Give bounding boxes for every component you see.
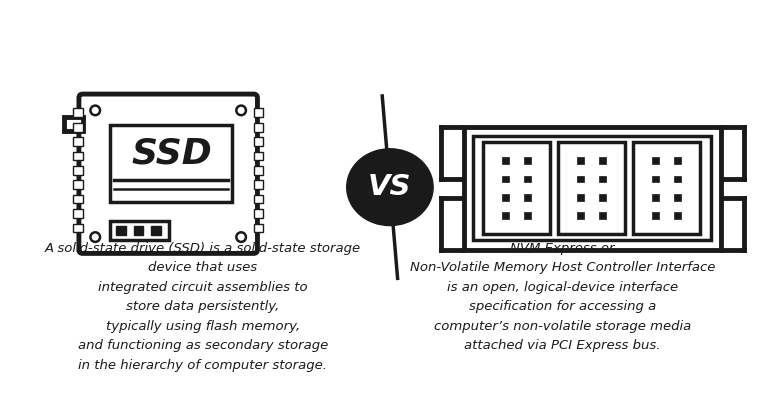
Bar [502, 157, 509, 164]
Text: SSD: SSD [132, 137, 213, 171]
Bar [502, 176, 509, 182]
Text: VS: VS [368, 173, 412, 201]
Bar [577, 176, 584, 182]
Bar [116, 226, 126, 235]
Bar [253, 209, 263, 218]
Bar [73, 137, 82, 146]
Text: A solid-state drive (SSD) is a solid-state storage
device that uses
integrated c: A solid-state drive (SSD) is a solid-sta… [45, 242, 361, 372]
Bar [675, 212, 681, 219]
Bar [109, 221, 169, 240]
Bar [524, 157, 531, 164]
Bar [652, 194, 658, 201]
FancyBboxPatch shape [79, 94, 257, 254]
Bar [599, 176, 606, 182]
Bar [73, 123, 82, 132]
Bar [502, 212, 509, 219]
Bar [73, 152, 82, 160]
Bar [577, 194, 584, 201]
Bar [599, 212, 606, 219]
Bar [73, 166, 82, 175]
Bar [73, 209, 82, 218]
Bar [558, 142, 625, 234]
Bar [134, 226, 143, 235]
Bar [253, 224, 263, 232]
Bar [652, 212, 658, 219]
Bar [524, 176, 531, 182]
Bar [253, 180, 263, 189]
Bar [577, 212, 584, 219]
Bar [633, 142, 700, 234]
Bar [483, 142, 551, 234]
Bar [109, 125, 233, 202]
Circle shape [90, 106, 100, 115]
Bar [464, 127, 721, 250]
Bar [253, 123, 263, 132]
Bar [652, 157, 658, 164]
Bar [675, 157, 681, 164]
Bar [524, 212, 531, 219]
Bar [652, 176, 658, 182]
Bar [474, 136, 711, 240]
Ellipse shape [346, 149, 433, 226]
Bar [675, 176, 681, 182]
Bar [577, 157, 584, 164]
Bar [253, 137, 263, 146]
Bar [524, 194, 531, 201]
Bar [253, 166, 263, 175]
Bar [253, 108, 263, 117]
Bar [599, 157, 606, 164]
Text: NVM Express or
Non-Volatile Memory Host Controller Interface
is an open, logical: NVM Express or Non-Volatile Memory Host … [410, 242, 715, 352]
Bar [151, 226, 160, 235]
Bar [599, 194, 606, 201]
Bar [64, 117, 82, 130]
Bar [253, 195, 263, 204]
Bar [502, 194, 509, 201]
Bar [73, 108, 82, 117]
Bar [73, 195, 82, 204]
Circle shape [90, 232, 100, 242]
Bar [675, 194, 681, 201]
Circle shape [236, 106, 246, 115]
Bar [253, 152, 263, 160]
Circle shape [236, 232, 246, 242]
Bar [73, 224, 82, 232]
Bar [73, 180, 82, 189]
